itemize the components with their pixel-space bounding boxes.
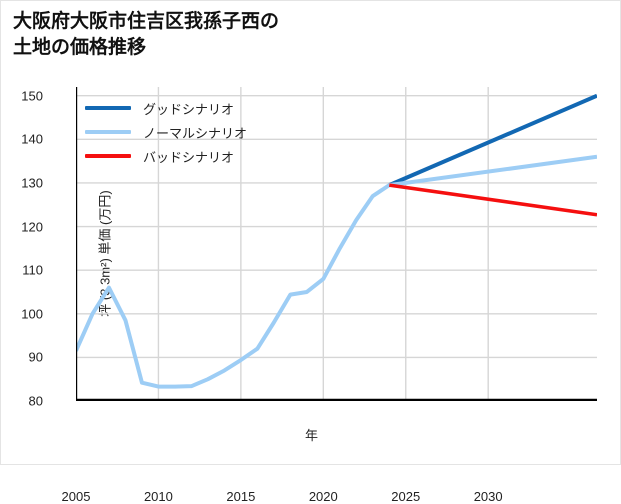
y-tick-label: 130 <box>21 175 43 191</box>
x-tick-label: 2005 <box>61 489 91 504</box>
series-lines <box>76 93 597 389</box>
legend-color-swatch <box>85 154 131 158</box>
legend-label: グッドシナリオ <box>143 101 235 117</box>
y-tick-label: 100 <box>21 306 43 322</box>
y-tick-label: 140 <box>21 131 43 147</box>
page-title: 大阪府大阪市住吉区我孫子西の 土地の価格推移 <box>13 11 280 58</box>
legend-color-swatch <box>85 130 131 134</box>
x-tick-label: 2030 <box>473 489 503 504</box>
legend-item[interactable]: ノーマルシナリオ <box>85 120 247 144</box>
legend-label: バッドシナリオ <box>143 149 235 165</box>
series-line <box>389 183 597 217</box>
legend-item[interactable]: グッドシナリオ <box>85 96 247 120</box>
x-axis-label: 年 <box>304 428 318 443</box>
series-line <box>76 154 597 389</box>
x-tick-label: 2010 <box>143 489 173 504</box>
y-tick-label: 150 <box>21 88 43 104</box>
x-tick-label: 2015 <box>226 489 256 504</box>
chart-legend: グッドシナリオ ノーマルシナリオ バッドシナリオ <box>81 92 257 172</box>
series-line <box>388 93 597 187</box>
y-tick-label: 120 <box>21 219 43 235</box>
x-tick-label: 2020 <box>308 489 338 504</box>
plot-svg <box>76 87 597 401</box>
legend-color-swatch <box>85 106 131 110</box>
legend-label: ノーマルシナリオ <box>143 125 248 141</box>
gridlines <box>76 87 597 401</box>
y-tick-label: 80 <box>28 393 43 409</box>
x-tick-label: 2025 <box>391 489 421 504</box>
y-tick-label: 90 <box>28 349 43 365</box>
y-tick-label: 110 <box>22 262 43 278</box>
legend-item[interactable]: バッドシナリオ <box>85 144 247 168</box>
